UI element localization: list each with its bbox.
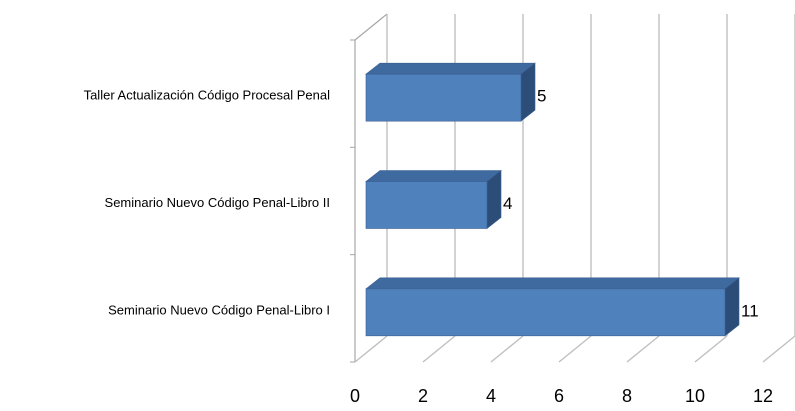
floor-gridline [490,335,524,363]
data-label: 11 [741,301,759,320]
bar [365,169,502,230]
floor-gridline [762,335,795,363]
category-label: Taller Actualización Código Procesal Pen… [84,88,331,103]
floor-gridline [694,335,728,363]
x-tick-label: 8 [622,386,632,406]
x-tick-label: 4 [486,386,496,406]
data-label: 4 [503,194,512,213]
bar-front-face [365,73,522,122]
x-tick-label: 2 [418,386,428,406]
category-label: Seminario Nuevo Código Penal-Libro I [108,302,330,317]
labels: 0 2 4 6 8 10 12 5 Taller Actualización Código Pr… [84,87,773,406]
floor-gridline [626,335,660,363]
bar-front-face [365,288,726,337]
bar-front-face [365,181,488,229]
floor-gridline [354,335,388,363]
x-tick-label: 0 [350,386,360,406]
x-tick-label: 12 [753,386,773,406]
x-tick-label: 10 [685,386,705,406]
bar [365,62,536,122]
floor-gridline [422,335,456,363]
bar-top-face [365,277,740,290]
data-label: 5 [537,87,546,106]
axis-depth-top [354,13,388,41]
bars [365,62,740,337]
bar-top-face [365,62,536,75]
x-tick-label: 6 [554,386,564,406]
category-label: Seminario Nuevo Código Penal-Libro II [105,195,330,210]
bar-top-face [365,170,502,182]
floor-gridline [558,335,592,363]
bar [365,277,740,337]
